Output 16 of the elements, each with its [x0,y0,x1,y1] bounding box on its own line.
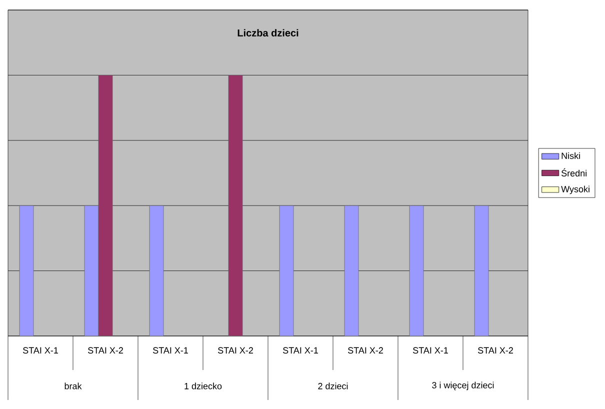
x-tick-label: STAI X-1 [412,347,448,354]
x-tick-label: STAI X-1 [282,347,318,354]
x-tick-label: STAI X-1 [22,347,58,354]
text: 2 dzieci [318,382,348,390]
text: 1 dziecko [184,382,222,390]
x-tick-label: STAI X-2 [478,347,513,354]
x-tick-label: STAI X-2 [218,347,253,354]
text: brak [64,382,82,390]
x-tick-label: STAI X-2 [348,347,383,354]
chart-title: Liczba dzieci [238,29,298,36]
legend-label: Wysoki [561,186,590,194]
legend-label: Średni [561,168,586,176]
legend-label: Niski [562,152,580,160]
x-tick-label: STAI X-1 [152,347,188,354]
text: 3 i więcej dzieci [432,382,494,390]
x-tick-label: STAI X-2 [88,347,123,354]
